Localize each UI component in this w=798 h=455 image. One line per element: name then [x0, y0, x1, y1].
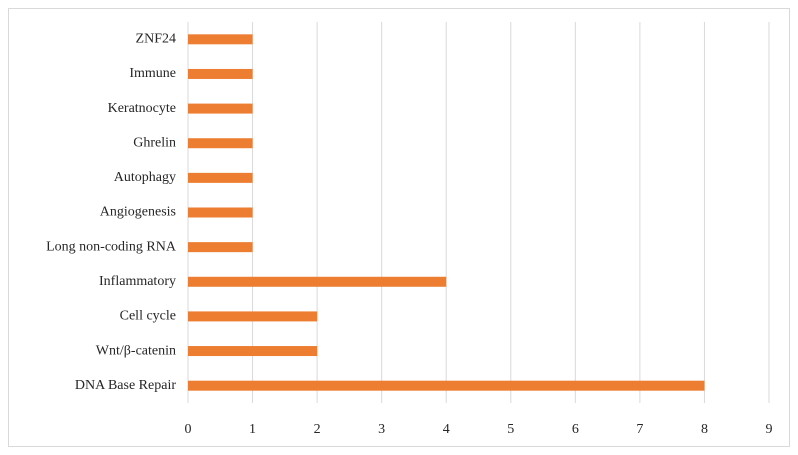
bar [188, 276, 447, 287]
bar [188, 242, 253, 253]
y-tick-label: DNA Base Repair [75, 378, 176, 393]
y-tick-label: Keratnocyte [108, 101, 176, 116]
bar [188, 380, 705, 391]
bar [188, 103, 253, 114]
bar [188, 207, 253, 218]
chart-border [8, 8, 790, 447]
x-tick-label: 3 [378, 422, 385, 437]
y-tick-label: Immune [129, 66, 176, 81]
x-tick-label: 2 [314, 422, 321, 437]
x-tick-label: 7 [636, 422, 643, 437]
x-tick-label: 4 [443, 422, 450, 437]
bar [188, 172, 253, 183]
y-tick-label: Wnt/β-catenin [96, 343, 176, 358]
y-tick-label: ZNF24 [136, 32, 176, 47]
bar [188, 34, 253, 45]
bar [188, 346, 318, 357]
y-tick-label: Inflammatory [99, 274, 176, 289]
y-tick-label: Cell cycle [120, 309, 176, 324]
y-tick-label: Ghrelin [133, 135, 176, 150]
y-tick-label: Autophagy [114, 170, 176, 185]
x-tick-label: 6 [572, 422, 579, 437]
x-tick-label: 0 [185, 422, 192, 437]
bar [188, 138, 253, 149]
bar [188, 311, 318, 322]
y-tick-label: Long non-coding RNA [46, 239, 177, 254]
x-tick-label: 8 [701, 422, 708, 437]
x-tick-label: 1 [249, 422, 256, 437]
bar [188, 68, 253, 79]
x-tick-label: 9 [766, 422, 773, 437]
x-tick-label: 5 [507, 422, 514, 437]
y-tick-label: Angiogenesis [100, 205, 176, 220]
